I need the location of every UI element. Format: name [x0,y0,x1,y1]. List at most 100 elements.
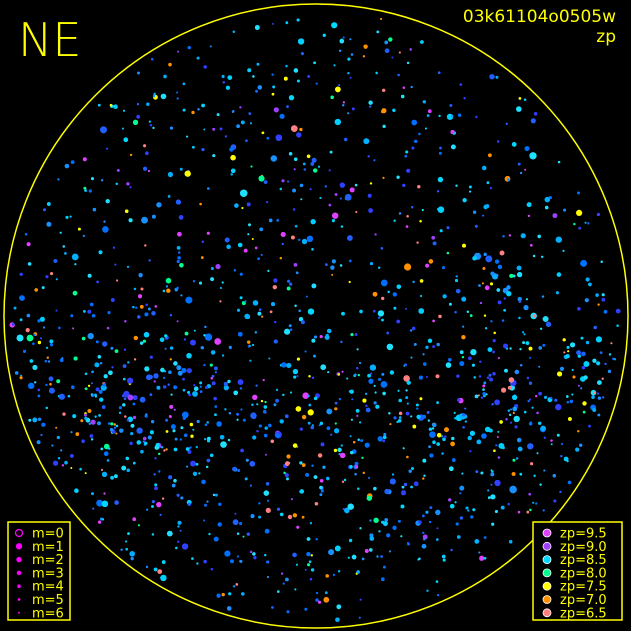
star [418,308,425,314]
star [33,333,36,336]
star [214,405,218,408]
star [27,262,32,266]
star [94,415,97,418]
star [325,263,328,266]
star [469,190,472,193]
star [398,519,401,523]
star [237,379,244,385]
star [210,453,214,457]
star [323,597,330,603]
star [380,247,384,250]
star [206,421,209,424]
star [188,393,191,397]
star [176,286,179,290]
star [173,385,178,390]
star [448,358,452,362]
star [146,102,150,106]
star [156,502,162,508]
star [310,568,315,572]
zp-symbol [542,541,552,551]
star [296,525,300,529]
star [413,343,417,346]
star [159,513,162,517]
star [409,48,413,51]
star [203,559,207,564]
star [566,401,569,404]
star [304,568,307,571]
star [351,554,357,560]
star [241,592,245,596]
star [368,476,371,479]
magnitude-symbol [17,584,21,588]
star [44,360,47,363]
star [334,401,338,405]
zp-symbol [542,528,552,538]
star [114,474,118,479]
star [26,334,34,342]
star [169,346,174,350]
star [485,255,493,263]
star [127,394,134,401]
star [307,421,311,425]
star [378,530,381,533]
star [396,319,401,324]
star [437,594,440,597]
star [125,209,129,213]
star [396,284,401,289]
star [288,95,295,101]
star [266,575,269,579]
star [498,443,505,449]
star [373,517,379,523]
star [91,438,94,441]
star [366,495,372,501]
star [169,314,173,317]
star [65,215,69,219]
star [493,449,496,453]
star [74,263,77,266]
star [234,512,237,515]
star [369,548,373,552]
star [69,215,72,218]
star [403,375,410,382]
star [577,430,580,433]
star [284,473,289,478]
star [84,189,87,192]
star [249,484,252,487]
star [337,447,342,452]
star [154,486,158,491]
star [411,146,415,150]
star [375,71,378,75]
star [110,346,114,350]
star [28,382,35,389]
star [562,249,565,252]
star [481,165,487,171]
star [577,354,581,358]
star [524,146,530,152]
star [354,333,358,336]
star [597,396,602,400]
star [254,331,257,334]
star [236,532,240,535]
star [45,275,49,279]
zp-label: zp=7.0 [560,593,607,608]
star [37,388,41,392]
star [232,519,239,526]
star [554,398,558,402]
star [70,314,74,318]
star [310,219,316,225]
star [464,407,467,410]
star [152,126,155,129]
magnitude-symbol [16,570,22,576]
star [262,379,265,382]
star [396,420,399,423]
star [469,430,475,436]
star [333,64,336,67]
star [537,234,541,239]
star [259,227,264,232]
star [310,425,315,430]
star [349,38,352,41]
star [174,437,178,441]
star [176,260,180,263]
star [584,298,589,303]
